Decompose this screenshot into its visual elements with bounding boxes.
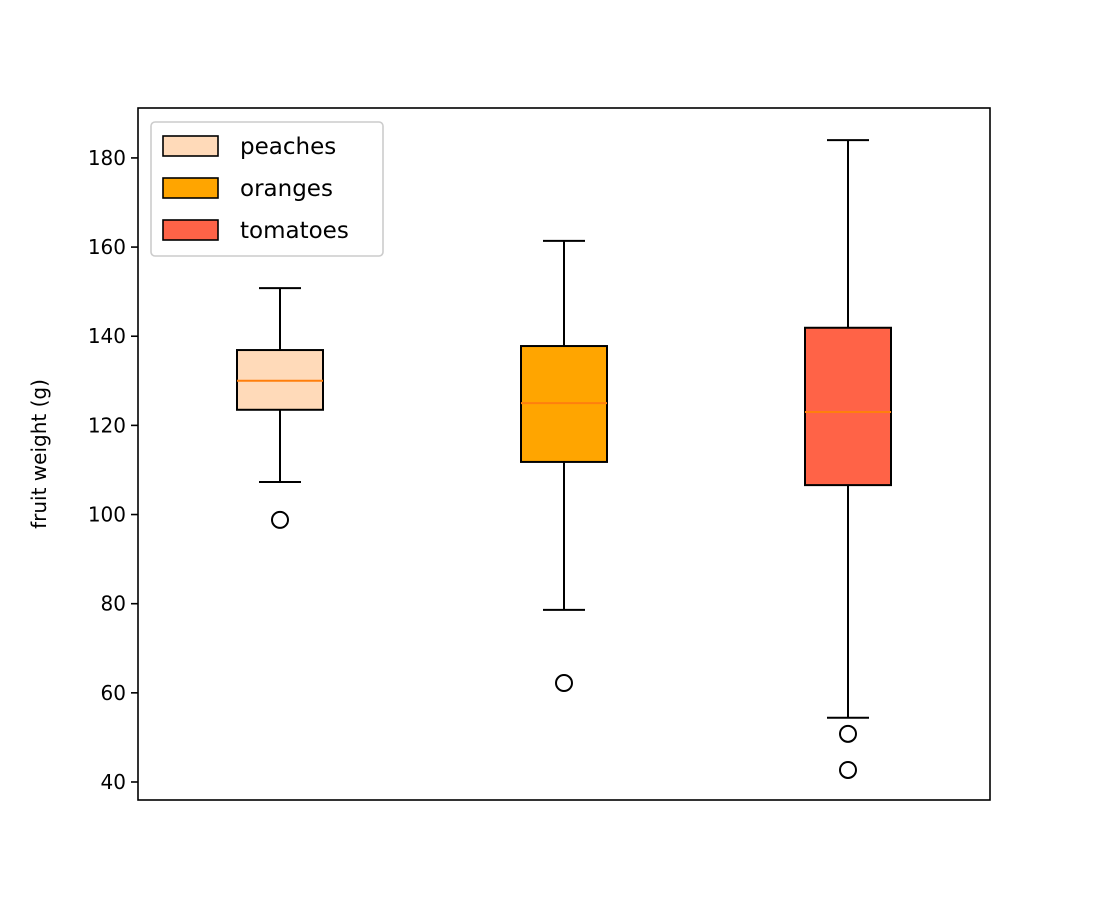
outlier-point: [839, 724, 857, 743]
outlier-point: [839, 760, 857, 779]
legend-label-tomatoes: tomatoes: [240, 218, 349, 244]
box-peaches: [236, 287, 324, 529]
legend-label-oranges: oranges: [240, 176, 333, 202]
y-tick-label: 180: [88, 146, 126, 170]
y-tick-label: 60: [101, 681, 126, 705]
y-tick-label: 160: [88, 235, 126, 259]
box-iqr: [804, 326, 892, 487]
legend-label-peaches: peaches: [240, 134, 336, 160]
legend-swatch-tomatoes: [162, 219, 219, 241]
y-tick-label: 140: [88, 324, 126, 348]
y-tick-label: 80: [101, 592, 126, 616]
y-tick-label: 120: [88, 413, 126, 437]
y-tick-label: 100: [88, 503, 126, 527]
outlier-point: [271, 510, 289, 529]
y-tick-label: 40: [101, 770, 126, 794]
legend-swatch-peaches: [162, 135, 219, 157]
legend-swatch-oranges: [162, 177, 219, 199]
box-tomatoes: [804, 139, 892, 779]
boxes: [236, 139, 892, 779]
box-oranges: [520, 239, 608, 693]
y-axis-label: fruit weight (g): [27, 379, 51, 529]
outlier-point: [555, 674, 573, 693]
y-axis: 40 60 80 100 120 140 160 180: [88, 146, 138, 794]
legend: peaches oranges tomatoes: [150, 121, 384, 257]
